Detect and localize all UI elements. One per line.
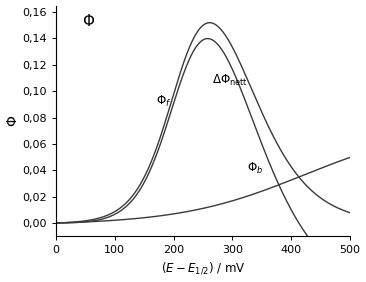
- Text: $\it{\Phi}$: $\it{\Phi}$: [82, 13, 96, 29]
- X-axis label: $(E - E_{1/2})$ / mV: $(E - E_{1/2})$ / mV: [161, 261, 245, 276]
- Text: $\it{\Phi}_f$: $\it{\Phi}_f$: [156, 94, 171, 109]
- Y-axis label: $\Phi$: $\Phi$: [5, 115, 19, 127]
- Text: $\Delta\it{\Phi}_{\mathrm{nett}}$: $\Delta\it{\Phi}_{\mathrm{nett}}$: [212, 73, 248, 88]
- Text: $\it{\Phi}_b$: $\it{\Phi}_b$: [247, 160, 263, 176]
